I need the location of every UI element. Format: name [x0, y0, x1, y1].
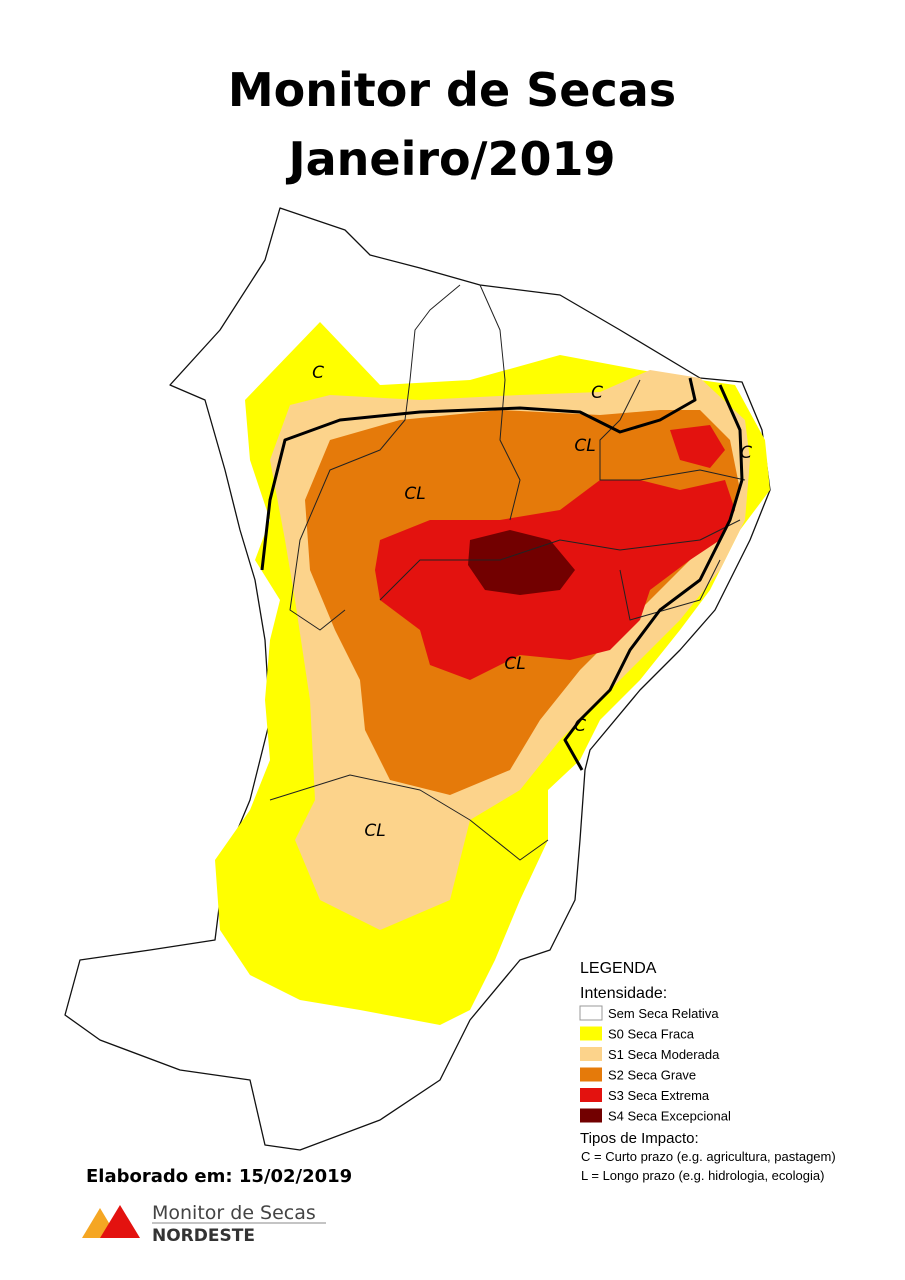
impact-title: Tipos de Impacto: — [580, 1130, 699, 1147]
drought-s4 — [468, 530, 575, 595]
legend-swatch — [580, 1088, 602, 1102]
logo-subtitle: NORDESTE — [152, 1226, 255, 1246]
logo-title: Monitor de Secas — [152, 1202, 316, 1224]
legend-label: Sem Seca Relativa — [608, 1006, 719, 1021]
map — [64, 207, 771, 1151]
legend-label: S4 Seca Excepcional — [608, 1109, 731, 1124]
legend-subtitle: Intensidade: — [580, 985, 667, 1002]
legend-label: S0 Seca Fraca — [608, 1027, 695, 1042]
map-label: CL — [404, 484, 425, 504]
legend: LEGENDA Intensidade: Sem Seca Relativa S0 S… — [579, 960, 836, 1183]
map-labels: C C CL C CL CL CL C — [312, 363, 752, 841]
map-label: C — [312, 363, 324, 383]
title-line: Janeiro/2019 — [286, 132, 616, 186]
legend-swatch — [580, 1108, 602, 1123]
legend-label: S2 Seca Grave — [608, 1068, 696, 1083]
map-label: CL — [574, 436, 595, 456]
map-label: C — [574, 716, 586, 736]
legend-label: S3 Seca Extrema — [608, 1088, 710, 1103]
map-label: CL — [364, 821, 385, 841]
drought-s3 — [670, 425, 725, 468]
map-label: C — [591, 383, 603, 403]
legend-swatch — [580, 1026, 602, 1041]
impact-label: L = Longo prazo (e.g. hidrologia, ecolog… — [581, 1168, 824, 1183]
title-line: Monitor de Secas — [228, 63, 676, 117]
legend-swatch — [580, 1067, 602, 1082]
legend-swatch — [580, 1047, 602, 1061]
impact-label: C = Curto prazo (e.g. agricultura, pasta… — [581, 1149, 836, 1164]
legend-title: LEGENDA — [580, 960, 657, 977]
logo: Monitor de Secas NORDESTE — [82, 1202, 326, 1246]
impact-boundaries — [260, 377, 744, 771]
map-label: C — [740, 443, 752, 463]
legend-label: S1 Seca Moderada — [608, 1047, 720, 1062]
map-label: CL — [504, 654, 525, 674]
made-date: Elaborado em: 15/02/2019 — [86, 1166, 352, 1187]
legend-swatch — [579, 1005, 603, 1021]
